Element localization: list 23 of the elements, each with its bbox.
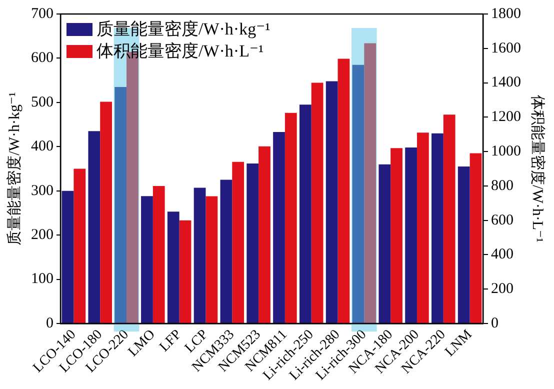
y-tick-label: 0 bbox=[46, 315, 54, 332]
y-tick-label: 600 bbox=[31, 50, 54, 66]
y-tick-label: 300 bbox=[31, 182, 54, 199]
legend-label: 质量能量密度/W·h·kg⁻¹ bbox=[96, 19, 270, 38]
y2-tick-label: 1000 bbox=[491, 143, 521, 160]
y2-tick-label: 0 bbox=[491, 315, 498, 332]
y2-tick-label: 800 bbox=[491, 178, 514, 194]
x-tick-label: LFP bbox=[157, 327, 185, 355]
y-tick-label: 400 bbox=[31, 138, 54, 155]
y-tick-label: 700 bbox=[31, 6, 54, 22]
y-axis-title: 质量能量密度/W·h·kg⁻¹ bbox=[6, 92, 23, 246]
y2-axis-title: 体积能量密度/W·h·L⁻¹ bbox=[529, 95, 546, 242]
y2-tick-label: 1400 bbox=[491, 74, 521, 91]
y2-tick-label: 600 bbox=[491, 212, 514, 228]
y2-tick-label: 1200 bbox=[491, 109, 521, 126]
y-tick-label: 500 bbox=[31, 94, 54, 110]
legend-label: 体积能量密度/W·h·L⁻¹ bbox=[96, 41, 264, 60]
y-tick-label: 200 bbox=[31, 227, 54, 243]
y-tick-label: 100 bbox=[31, 271, 54, 288]
y2-tick-label: 1600 bbox=[491, 40, 521, 56]
y2-tick-label: 1800 bbox=[491, 6, 521, 22]
y2-tick-label: 400 bbox=[491, 246, 514, 263]
y2-tick-label: 200 bbox=[491, 281, 514, 298]
